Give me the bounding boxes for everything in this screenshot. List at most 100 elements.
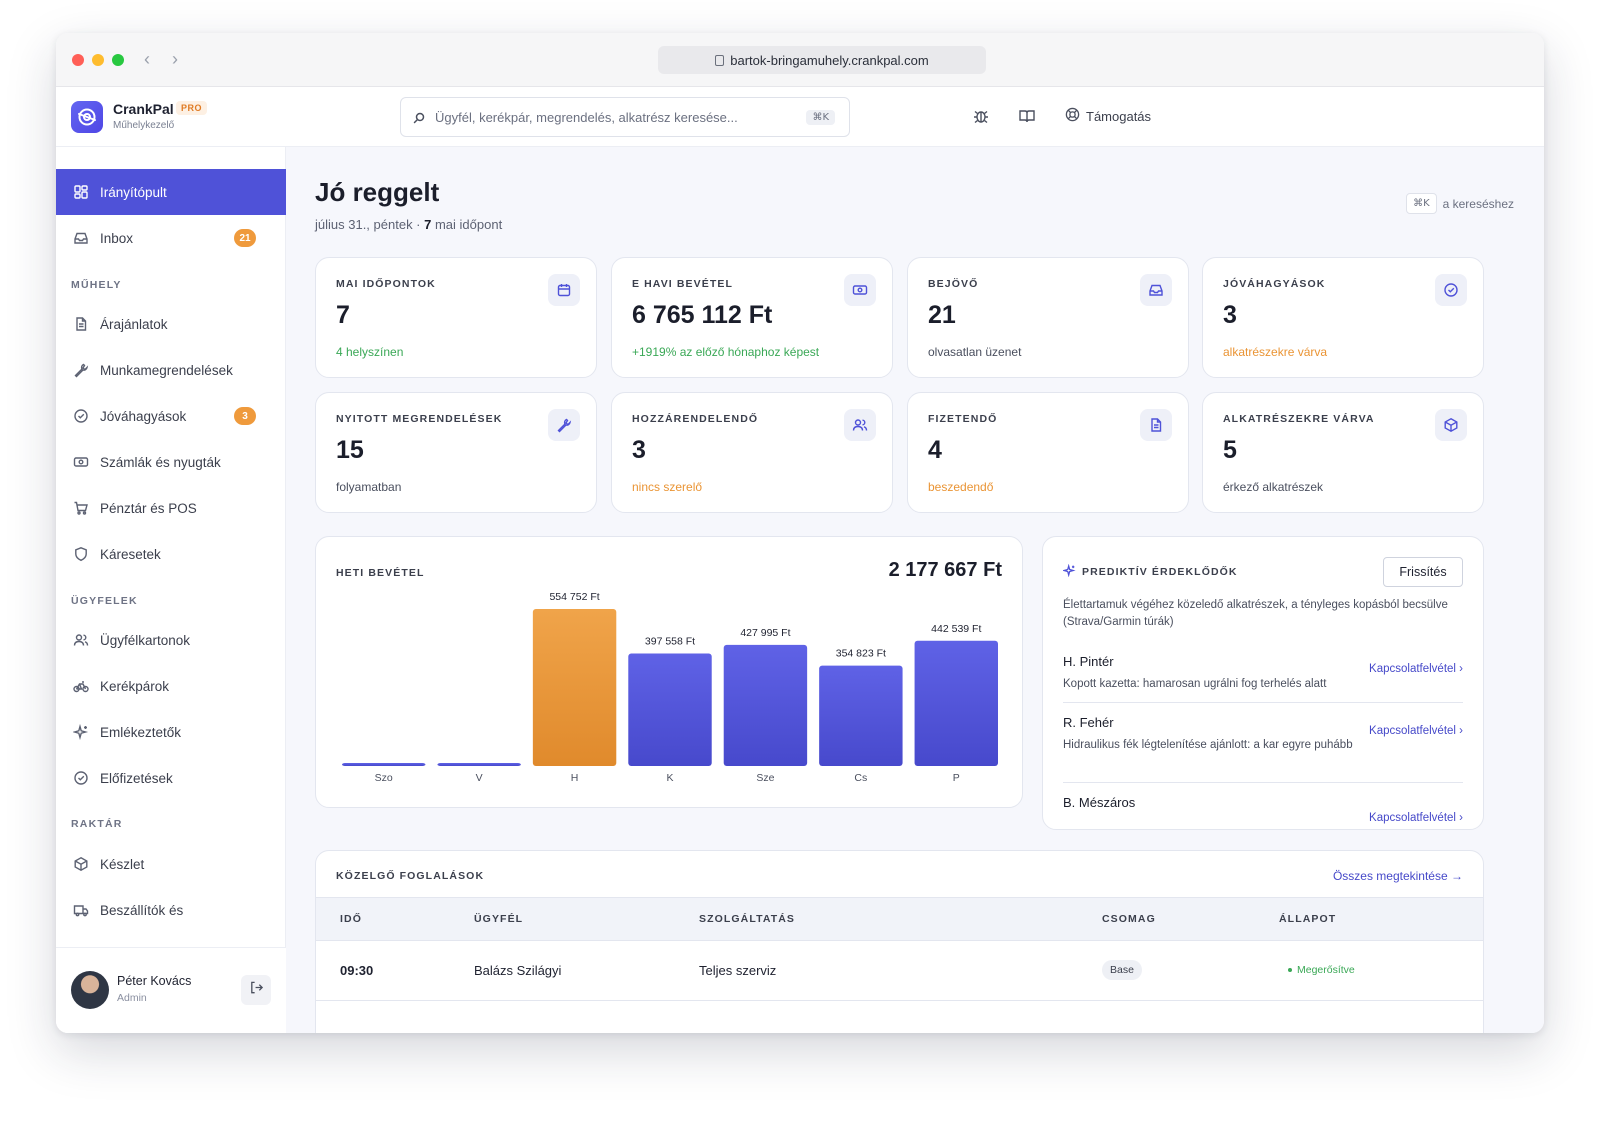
stat-subtext: alkatrészekre várva — [1223, 345, 1328, 359]
status-text: Megerősítve — [1297, 964, 1355, 976]
predictive-title-text: PREDIKTÍV ÉRDEKLŐDŐK — [1082, 566, 1238, 578]
address-bar[interactable]: bartok-bringamuhely.crankpal.com — [658, 46, 986, 74]
booking-customer: Balázs Szilágyi — [474, 963, 562, 978]
bar-value-label: 442 539 Ft — [931, 623, 981, 635]
page-icon — [715, 54, 725, 66]
date-text: július 31., péntek · — [315, 217, 425, 232]
banknote-icon — [73, 454, 89, 470]
search-placeholder: Ügyfél, kerékpár, megrendelés, alkatrész… — [435, 109, 738, 125]
stat-card-appointments[interactable]: MAI IDŐPONTOK 7 4 helyszínen — [315, 257, 597, 378]
stat-card-incoming[interactable]: BEJÖVŐ 21 olvasatlan üzenet — [907, 257, 1189, 378]
bug-icon[interactable] — [972, 107, 990, 125]
book-icon[interactable] — [1018, 107, 1036, 125]
sidebar-item-quotes[interactable]: Árajánlatok — [56, 301, 286, 347]
page-date: július 31., péntek · 7 mai időpont — [315, 217, 502, 232]
view-all-link[interactable]: Összes megtekintése → — [1332, 869, 1463, 883]
support-link[interactable]: Támogatás — [1065, 107, 1151, 125]
refresh-button[interactable]: Frissítés — [1383, 557, 1463, 587]
user-name: Péter Kovács — [117, 974, 192, 988]
column-header-customer[interactable]: ÜGYFÉL — [474, 913, 524, 925]
x-tick-label: V — [476, 772, 483, 784]
lead-note: Hidraulikus fék légtelenítése ajánlott: … — [1063, 739, 1353, 751]
sidebar-item-reminders[interactable]: Emlékeztetők — [56, 709, 286, 755]
bar-value-label: 397 558 Ft — [645, 635, 695, 647]
search-shortcut: ⌘K — [806, 109, 835, 125]
contact-link[interactable]: Kapcsolatfelvétel › — [1369, 812, 1463, 824]
table-row[interactable]: 09:30 Balázs Szilágyi Teljes szerviz Bas… — [316, 941, 1483, 1001]
weekly-revenue-card: HETI BEVÉTEL 2 177 667 Ft Szo V 554 752 Ft… — [315, 536, 1023, 808]
column-header-package[interactable]: CSOMAG — [1102, 913, 1156, 925]
bar-value-label: 427 995 Ft — [740, 627, 790, 639]
close-window-button[interactable] — [72, 54, 84, 66]
stat-card-to-assign[interactable]: HOZZÁRENDELENDŐ 3 nincs szerelő — [611, 392, 893, 513]
sidebar-item-approvals[interactable]: Jóváhagyások 3 — [56, 393, 286, 439]
column-header-service[interactable]: SZOLGÁLTATÁS — [699, 913, 796, 925]
sidebar-item-dashboard[interactable]: Irányítópult — [56, 169, 286, 215]
sidebar-item-label: Kerékpárok — [100, 678, 170, 694]
back-arrow-icon[interactable]: ‹ — [144, 49, 150, 69]
stat-value: 3 — [632, 436, 646, 464]
appointment-count: 7 — [424, 217, 432, 232]
bar-V[interactable] — [437, 763, 521, 766]
brand-name: CrankPal — [113, 101, 174, 117]
bar-Sze[interactable] — [723, 644, 808, 766]
sidebar-item-pos[interactable]: Pénztár és POS — [56, 485, 286, 531]
stat-card-open-orders[interactable]: NYITOTT MEGRENDELÉSEK 15 folyamatban — [315, 392, 597, 513]
avatar[interactable] — [71, 971, 109, 1009]
sparkle-icon — [1061, 563, 1076, 580]
x-tick-label: Sze — [756, 772, 774, 784]
lead-name: H. Pintér — [1063, 654, 1114, 669]
search-hint-key: ⌘K — [1406, 193, 1437, 214]
bar-K[interactable] — [628, 653, 712, 766]
contact-link[interactable]: Kapcsolatfelvétel › — [1369, 663, 1463, 675]
browser-titlebar: ‹ › bartok-bringamuhely.crankpal.com — [56, 33, 1544, 87]
sidebar-item-subscriptions[interactable]: Előfizetések — [56, 755, 286, 801]
lead-note: Kopott kazetta: hamarosan ugrálni fog te… — [1063, 678, 1327, 690]
bar-P[interactable] — [914, 640, 998, 766]
truck-icon — [73, 902, 89, 918]
stat-value: 15 — [336, 436, 364, 464]
sidebar-item-inbox[interactable]: Inbox 21 — [56, 215, 286, 261]
contact-link[interactable]: Kapcsolatfelvétel › — [1369, 725, 1463, 737]
column-header-status[interactable]: ÁLLAPOT — [1279, 913, 1337, 925]
stat-subtext: folyamatban — [336, 480, 402, 494]
user-panel: Péter Kovács Admin — [56, 947, 286, 1033]
stat-card-approvals[interactable]: JÓVÁHAGYÁSOK 3 alkatrészekre várva — [1202, 257, 1484, 378]
wrench-icon — [548, 409, 580, 441]
lead-name: R. Fehér — [1063, 715, 1114, 730]
sidebar-item-claims[interactable]: Káresetek — [56, 531, 286, 577]
maximize-window-button[interactable] — [112, 54, 124, 66]
minimize-window-button[interactable] — [92, 54, 104, 66]
sidebar-item-inventory[interactable]: Készlet — [56, 841, 286, 887]
main-content: Jó reggelt július 31., péntek · 7 mai id… — [286, 147, 1544, 1033]
global-search-input[interactable]: Ügyfél, kerékpár, megrendelés, alkatrész… — [400, 97, 850, 137]
sidebar-item-bikes[interactable]: Kerékpárok — [56, 663, 286, 709]
stat-value: 3 — [1223, 301, 1237, 329]
stat-card-payable[interactable]: FIZETENDŐ 4 beszedendő — [907, 392, 1189, 513]
search-icon — [413, 111, 425, 124]
sidebar-item-label: Káresetek — [100, 546, 161, 562]
sidebar-item-label: Beszállítók és — [100, 902, 184, 918]
bar-value-label: 354 823 Ft — [836, 648, 886, 660]
user-role: Admin — [117, 992, 147, 1004]
stat-subtext: beszedendő — [928, 480, 994, 494]
forward-arrow-icon[interactable]: › — [172, 49, 178, 69]
sidebar-item-customer-cards[interactable]: Ügyfélkartonok — [56, 617, 286, 663]
stat-subtext: nincs szerelő — [632, 480, 703, 494]
sidebar-item-work-orders[interactable]: Munkamegrendelések — [56, 347, 286, 393]
bar-Cs[interactable] — [819, 665, 903, 766]
bar-Szo[interactable] — [342, 763, 426, 766]
crankpal-logo-icon[interactable] — [71, 101, 103, 133]
stat-label: E HAVI BEVÉTEL — [632, 278, 733, 290]
sidebar-item-invoices[interactable]: Számlák és nyugták — [56, 439, 286, 485]
stat-card-monthly-revenue[interactable]: E HAVI BEVÉTEL 6 765 112 Ft +1919% az el… — [611, 257, 893, 378]
document-icon — [1140, 409, 1172, 441]
x-tick-label: Cs — [854, 772, 867, 784]
sidebar: Irányítópult Inbox 21 MŰHELY Árajánlatok — [56, 147, 286, 1033]
bar-H[interactable] — [532, 609, 617, 766]
column-header-time[interactable]: IDŐ — [340, 913, 362, 925]
stat-card-waiting-parts[interactable]: ALKATRÉSZEKRE VÁRVA 5 érkező alkatrészek — [1202, 392, 1484, 513]
sidebar-item-suppliers[interactable]: Beszállítók és — [56, 887, 286, 933]
logout-button[interactable] — [241, 975, 271, 1005]
stat-label: JÓVÁHAGYÁSOK — [1223, 278, 1326, 290]
